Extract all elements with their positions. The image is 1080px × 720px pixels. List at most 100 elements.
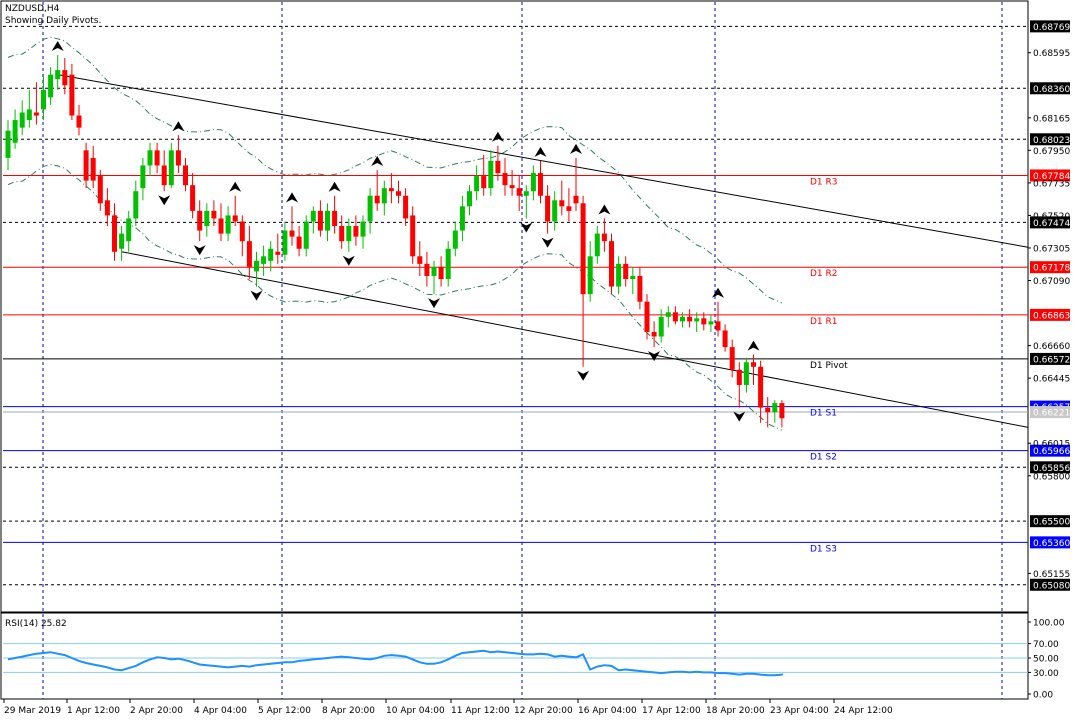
candle-body [339,226,345,242]
candle-body [644,301,650,332]
time-axis: 29 Mar 2019 1 Apr 12:00 2 Apr 20:00 4 Apr 0… [3,699,893,716]
candle-body [69,74,75,116]
pivot-tag [1030,169,1070,182]
price-tick-label: 0.67305 [1033,244,1070,254]
candle-body [303,221,309,249]
time-tick-label: 17 Apr 12:00 [642,706,701,716]
candle-body [694,318,700,322]
level-tag [1030,461,1070,474]
candle-body [772,403,778,413]
candles [5,54,785,428]
channel-upper-line [57,74,1029,248]
candle-body [83,150,89,181]
fractal-markers [51,40,760,422]
level-tag [1030,216,1070,229]
candle-body [396,191,401,196]
candle-body [580,203,586,295]
price-tick-label: 0.67950 [1033,147,1070,157]
candle-body [417,256,423,264]
pivot-tag [1030,352,1070,365]
candle-body [474,176,480,192]
rsi-tick-label: 50.00 [1033,655,1059,665]
fractal-down-marker [250,290,263,301]
upper-band [7,36,783,304]
pivot-tag-label: 0.66863 [1033,311,1070,321]
candle-body [616,263,622,287]
channel-lower-line [121,251,1029,428]
candle-body [325,210,330,231]
pivot-label: D1 S3 [810,544,837,554]
candle-body [90,157,96,181]
candle-body [509,185,515,189]
candle-body [651,331,657,337]
candle-body [367,195,373,222]
candle-body [758,366,764,408]
rsi-tick-label: 100.00 [1033,619,1065,629]
level-tag-label: 0.68023 [1033,136,1070,146]
rsi-tick-label: 0.00 [1033,691,1053,701]
candle-body [530,173,536,192]
candle-body [623,263,629,279]
fractal-up-marker [51,40,64,51]
price-panel[interactable] [0,0,1029,613]
candle-body [41,89,46,110]
fractal-up-marker [286,192,298,203]
candle-body [62,70,68,86]
candle-body [218,218,224,234]
price-tick-label: 0.66445 [1033,375,1070,385]
candle-body [495,160,501,174]
level-tag [1030,82,1070,95]
candle-body [488,160,494,189]
chart-symbol-title: NZDUSD,H4 [5,4,60,14]
fractal-down-marker [733,411,746,422]
price-tick-label: 0.67090 [1033,277,1070,287]
candle-body [445,248,451,279]
candle-body [197,210,203,231]
candle-body [48,74,54,98]
candle-body [672,312,678,322]
candle-body [587,256,593,295]
pivot-tag [1030,261,1070,274]
candle-body [246,241,252,267]
candle-body [424,263,430,276]
candle-body [665,312,671,317]
fractal-up-marker [747,340,760,351]
candle-body [55,70,61,80]
time-tick-label: 4 Apr 04:00 [194,706,247,716]
fractal-down-marker [342,255,355,266]
candle-body [175,150,181,166]
time-tick-label: 24 Apr 12:00 [834,706,893,716]
candle-body [33,112,39,116]
pivot-label: D1 Pivot [810,361,848,371]
candle-body [743,362,749,385]
level-tag-label: 0.67474 [1033,219,1070,229]
candle-body [112,215,117,252]
pivot-label: D1 R1 [810,317,838,327]
fractal-down-marker [648,351,661,362]
candle-body [289,230,295,237]
time-tick-label: 12 Apr 20:00 [514,706,573,716]
candle-body [275,251,281,255]
level-tag [1030,20,1070,33]
price-tick-label: 0.66015 [1033,440,1070,450]
fractal-up-marker [229,181,242,192]
candle-body [680,316,685,322]
envelope-bands [7,36,783,431]
fractal-up-marker [534,146,547,157]
candle-body [353,226,359,237]
candle-body [147,150,153,166]
lower-band [7,163,783,431]
candle-body [204,210,210,227]
level-tag [1030,133,1070,146]
candle-body [779,403,785,419]
pivot-label: D1 S1 [810,409,837,419]
trend-channel [57,74,1029,428]
rsi-tick-label: 30.00 [1033,669,1059,679]
candle-body [715,321,721,331]
price-tick-label: 0.68165 [1033,114,1070,124]
rsi-title: RSI(14) 25.82 [5,619,67,629]
candle-body [140,165,146,189]
rsi-panel[interactable] [0,612,1029,700]
candle-body [19,112,25,128]
